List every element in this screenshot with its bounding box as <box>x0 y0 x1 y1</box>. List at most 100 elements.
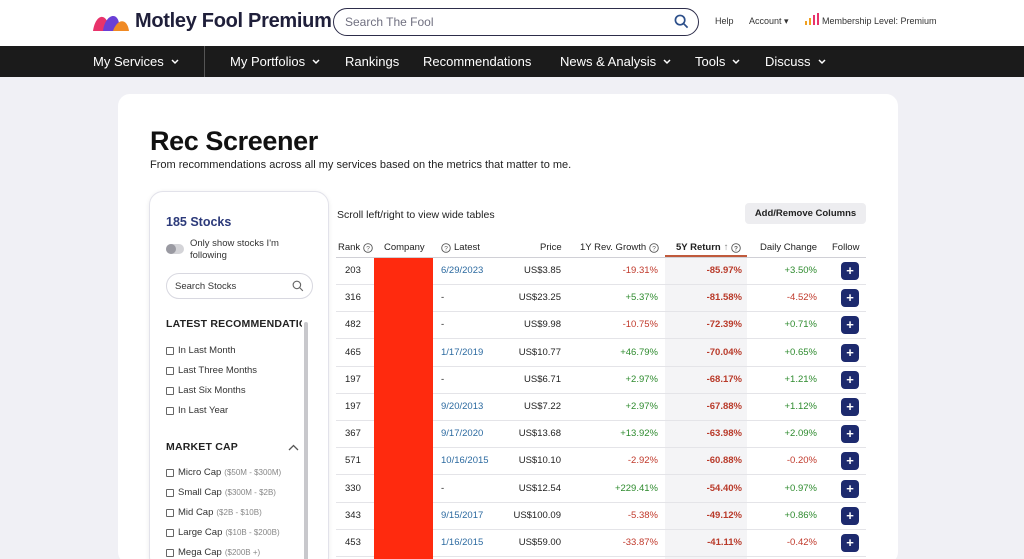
follow-button[interactable]: + <box>841 425 859 444</box>
filter-micro-cap[interactable]: Micro Cap ($50M - $300M) <box>166 467 281 478</box>
latest-date-cell[interactable]: - <box>441 373 445 385</box>
add-remove-columns-button[interactable]: Add/Remove Columns <box>745 203 866 224</box>
table-row[interactable]: 453 1/16/2015 US$59.00 -33.87% -41.11% -0.42%… <box>336 530 866 557</box>
filter-large-cap[interactable]: Large Cap ($10B - $200B) <box>166 527 280 538</box>
daily-change-cell: -0.20% <box>786 455 817 467</box>
checkbox[interactable] <box>166 548 174 557</box>
info-icon[interactable]: ? <box>649 242 659 253</box>
market-cap-heading[interactable]: MARKET CAP <box>166 441 238 453</box>
header-divider <box>336 257 866 258</box>
col-header-price[interactable]: Price <box>540 242 562 253</box>
account-label: Account <box>749 16 782 26</box>
chevron-up-icon[interactable] <box>288 444 299 451</box>
5y-return-cell: -85.97% <box>706 265 742 276</box>
table-row[interactable]: 330 - US$12.54 +229.41% -54.40% +0.97% + <box>336 476 866 503</box>
membership-level[interactable]: Membership Level: Premium <box>822 16 937 26</box>
daily-change-cell: +0.71% <box>784 319 818 331</box>
table-row[interactable]: 197 - US$6.71 +2.97% -68.17% +1.21% + <box>336 367 866 394</box>
follow-button[interactable]: + <box>841 289 859 308</box>
col-header-5y-return[interactable]: 5Y Return ↑ ? <box>676 242 742 253</box>
col-header-latest[interactable]: ? Latest <box>441 242 480 253</box>
checkbox-label: In Last Month <box>178 345 236 356</box>
follow-button[interactable]: + <box>841 343 859 362</box>
search-input[interactable] <box>345 9 665 34</box>
nav-rankings[interactable]: Rankings <box>345 54 399 69</box>
filter-small-cap[interactable]: Small Cap ($300M - $2B) <box>166 487 276 498</box>
latest-recommendations-heading[interactable]: LATEST RECOMMENDATIONS <box>166 318 302 330</box>
table-row[interactable]: 482 - US$9.98 -10.75% -72.39% +0.71% + <box>336 312 866 340</box>
filter-last-three-months[interactable]: Last Three Months <box>166 365 257 376</box>
latest-date-cell[interactable]: 6/29/2023 <box>441 265 484 276</box>
nav-news-analysis[interactable]: News & Analysis <box>560 54 671 69</box>
checkbox[interactable] <box>166 488 174 497</box>
latest-date-cell[interactable]: - <box>441 292 445 304</box>
nav-discuss[interactable]: Discuss <box>765 54 826 69</box>
nav-recommendations[interactable]: Recommendations <box>423 54 531 69</box>
follow-button[interactable]: + <box>841 398 859 416</box>
filter-mega-cap[interactable]: Mega Cap ($200B +) <box>166 547 260 558</box>
table-row[interactable]: 571 10/16/2015 US$10.10 -2.92% -60.88% -0.20%… <box>336 448 866 476</box>
brand-logo[interactable]: Motley Fool Premium <box>91 10 332 33</box>
nav-my-services[interactable]: My Services <box>93 54 179 69</box>
latest-date-cell[interactable]: 10/16/2015 <box>441 455 489 467</box>
follow-button[interactable]: + <box>841 534 859 552</box>
info-icon[interactable]: ? <box>731 242 742 253</box>
col-header-company[interactable]: Company <box>384 242 425 253</box>
follow-button[interactable]: + <box>841 479 859 498</box>
svg-text:?: ? <box>444 245 448 252</box>
nav-label: My Portfolios <box>230 54 306 69</box>
info-icon[interactable]: ? <box>363 242 373 253</box>
nav-tools[interactable]: Tools <box>695 54 740 69</box>
filter-in-last-month[interactable]: In Last Month <box>166 345 236 356</box>
latest-date-cell[interactable]: 1/17/2019 <box>441 346 484 358</box>
table-row[interactable]: 343 9/15/2017 US$100.09 -5.38% -49.12% +0.86%… <box>336 503 866 530</box>
table-row[interactable]: 465 1/17/2019 US$10.77 +46.79% -70.04% +0.65%… <box>336 340 866 367</box>
filter-in-last-year[interactable]: In Last Year <box>166 405 228 416</box>
panel-scrollbar[interactable] <box>304 322 308 559</box>
col-header-rank[interactable]: Rank ? <box>338 242 373 253</box>
following-toggle[interactable] <box>166 244 184 254</box>
col-header-growth[interactable]: 1Y Rev. Growth ? <box>580 242 659 253</box>
table-row[interactable]: 197 9/20/2013 US$7.22 +2.97% -67.88% +1.12% + <box>336 394 866 421</box>
latest-date-cell[interactable]: 9/17/2020 <box>441 428 484 440</box>
col-header-follow: Follow <box>832 242 860 253</box>
table-row[interactable]: 316 - US$23.25 +5.37% -81.58% -4.52% + <box>336 285 866 313</box>
checkbox[interactable] <box>166 468 174 477</box>
account-menu[interactable]: Account ▾ <box>749 16 789 27</box>
growth-cell: -2.92% <box>627 455 658 467</box>
filter-mid-cap[interactable]: Mid Cap ($2B - $10B) <box>166 507 262 518</box>
info-icon[interactable]: ? <box>441 242 451 253</box>
checkbox[interactable] <box>166 406 174 415</box>
stock-search[interactable] <box>166 273 313 299</box>
filter-last-six-months[interactable]: Last Six Months <box>166 385 246 396</box>
price-cell: US$10.77 <box>518 346 561 358</box>
latest-date-cell[interactable]: - <box>441 319 445 331</box>
search-icon[interactable] <box>292 280 304 292</box>
checkbox[interactable] <box>166 346 174 355</box>
checkbox[interactable] <box>166 528 174 537</box>
help-link[interactable]: Help <box>715 16 734 26</box>
search-icon[interactable] <box>674 14 689 29</box>
site-search[interactable] <box>333 8 699 36</box>
latest-date-cell[interactable]: - <box>441 482 445 494</box>
checkbox[interactable] <box>166 508 174 517</box>
stock-search-input[interactable] <box>175 274 290 298</box>
follow-button[interactable]: + <box>841 370 859 389</box>
nav-my-portfolios[interactable]: My Portfolios <box>230 54 320 69</box>
latest-date-cell[interactable]: 9/15/2017 <box>441 509 484 521</box>
checkbox[interactable] <box>166 386 174 395</box>
latest-date-cell[interactable]: 1/16/2015 <box>441 537 484 548</box>
latest-date-cell[interactable]: 9/20/2013 <box>441 401 484 412</box>
col-header-daily-change[interactable]: Daily Change <box>760 242 818 253</box>
follow-button[interactable]: + <box>841 262 859 280</box>
follow-button[interactable]: + <box>841 316 859 335</box>
checkbox[interactable] <box>166 366 174 375</box>
cap-range: ($50M - $300M) <box>224 468 282 477</box>
daily-change-cell: +0.86% <box>784 509 818 521</box>
follow-button[interactable]: + <box>841 452 859 471</box>
company-redaction <box>374 258 433 559</box>
follow-button[interactable]: + <box>841 506 859 525</box>
chevron-down-icon <box>312 58 320 64</box>
table-row[interactable]: 203 6/29/2023 US$3.85 -19.31% -85.97% +3.50% + <box>336 258 866 285</box>
table-row[interactable]: 367 9/17/2020 US$13.68 +13.92% -63.98% +2.09%… <box>336 421 866 449</box>
